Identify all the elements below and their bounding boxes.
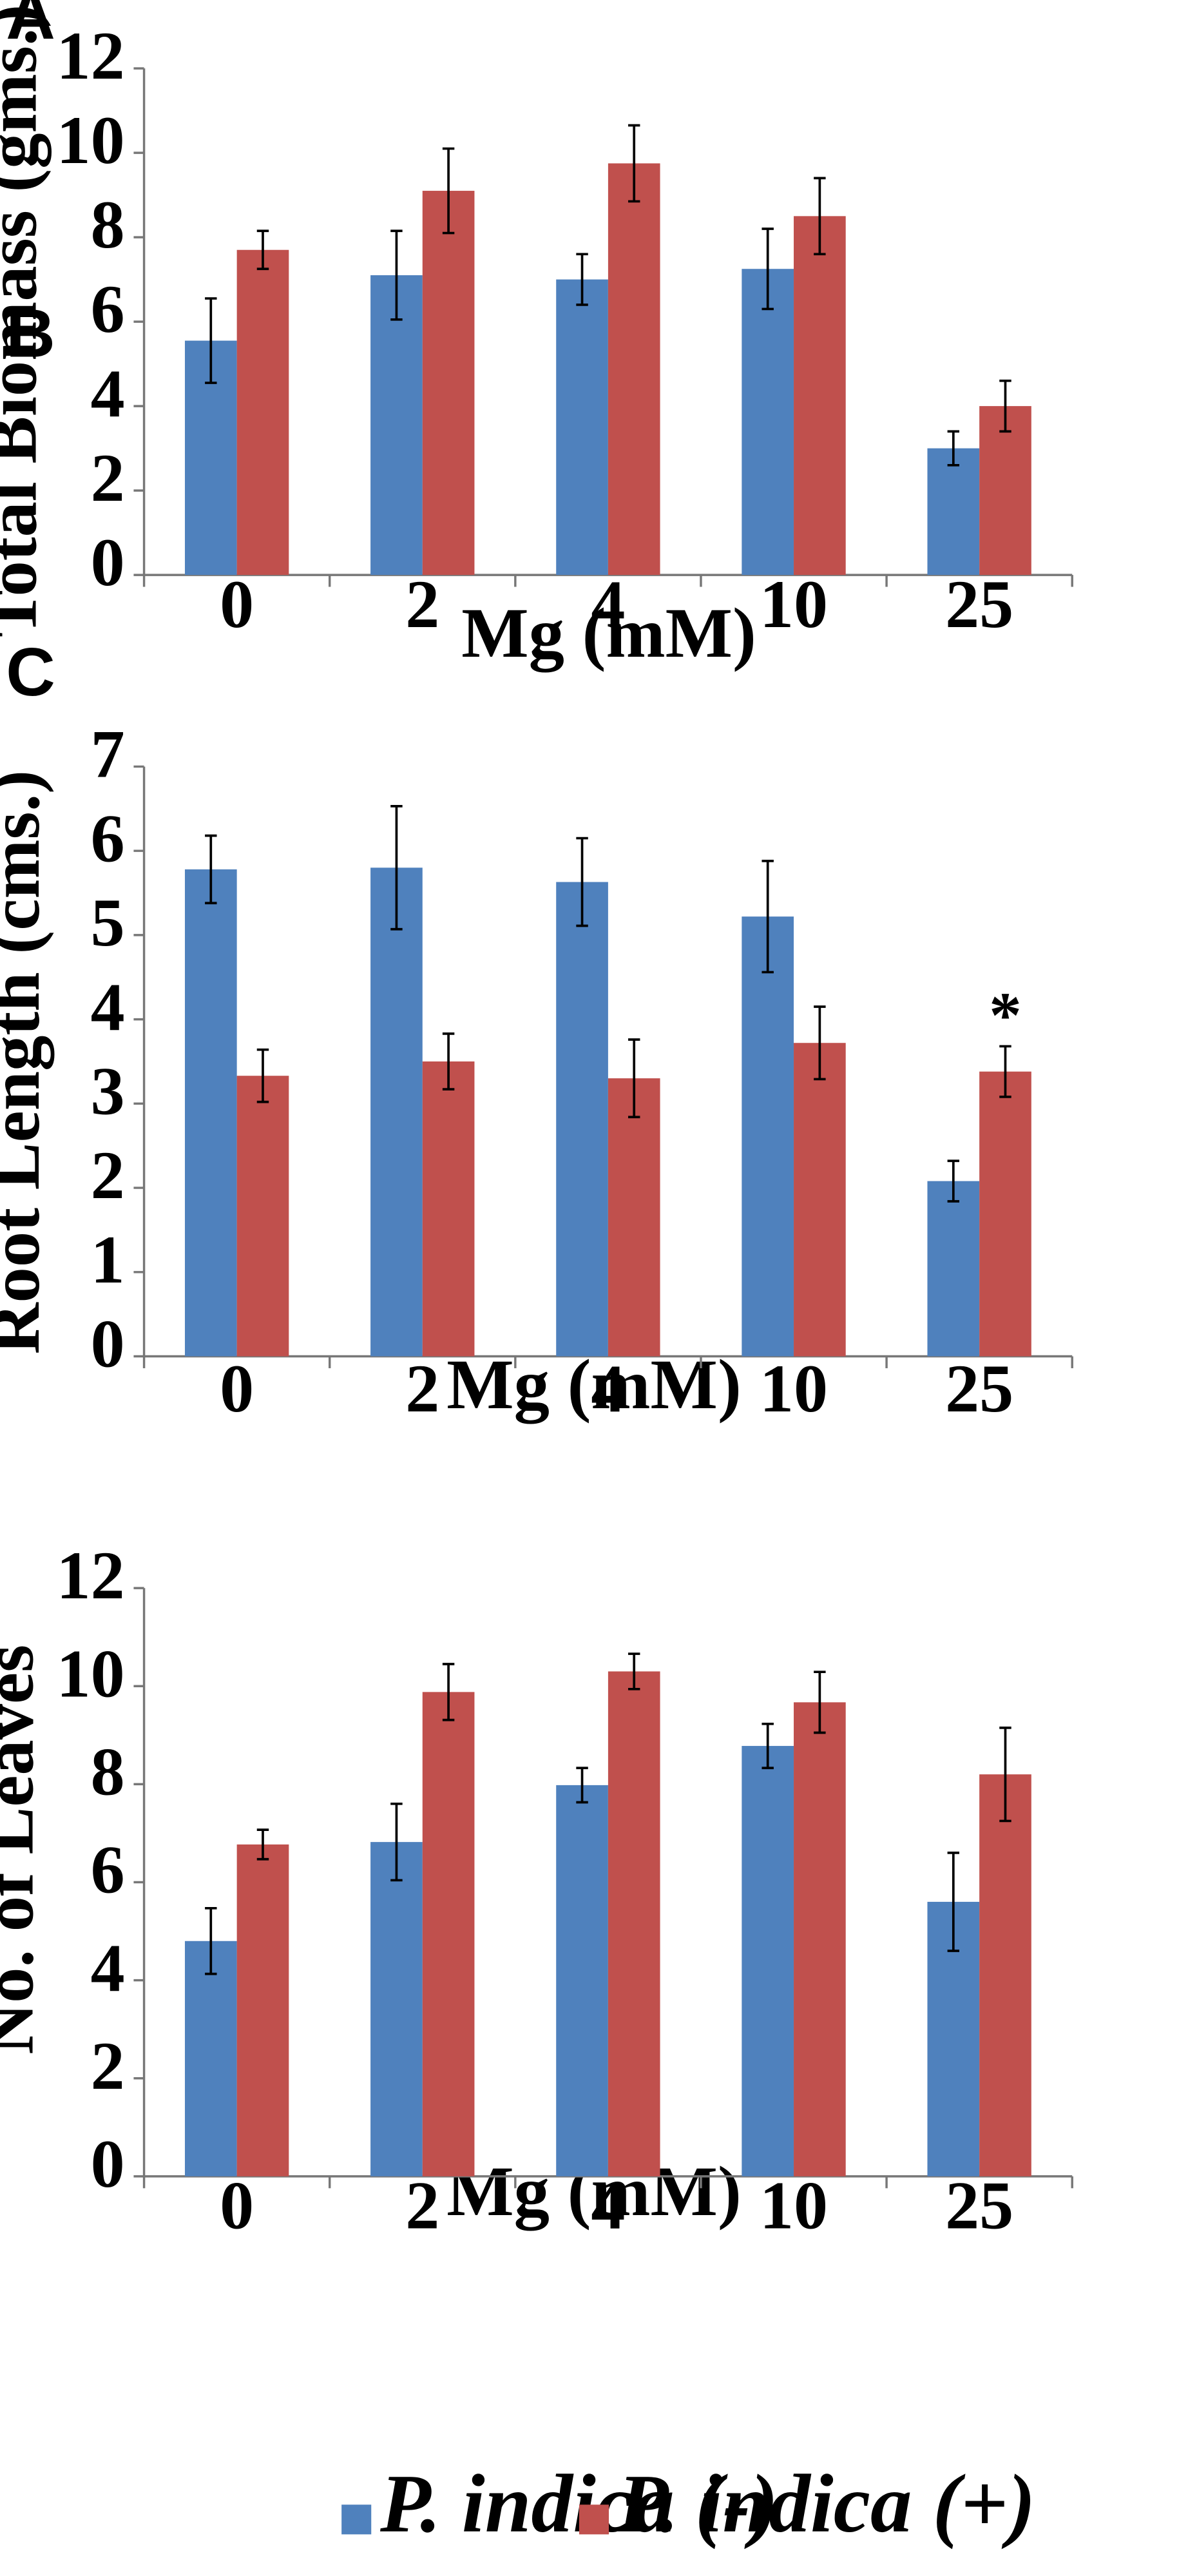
legend-label-p-indica-plus: P. indica (+) [617, 2457, 1035, 2550]
panel-b-bar-minus-2 [370, 867, 423, 1357]
panel-a-y-tick-label: 4 [91, 356, 125, 431]
panel-a-x-axis-title: Mg (mM) [461, 593, 756, 672]
legend-label-p-indica-minus: P. indica (-) [379, 2457, 778, 2550]
panel-a-y-tick-label: 6 [91, 271, 125, 347]
panel-a-y-axis-title: Total Biomass (gms.) [0, 5, 51, 637]
panel-b-y-tick-label: 4 [91, 969, 125, 1045]
panel-c-bar-minus-2 [370, 1842, 423, 2176]
legend-swatch-p-indica-minus [341, 2504, 372, 2535]
panel-c-letter: C [6, 634, 55, 710]
panel-c-y-tick-label: 10 [57, 1636, 125, 1711]
panel-a-x-tick-label: 25 [945, 567, 1013, 642]
panel-b-y-tick-label: 7 [91, 717, 125, 792]
panel-b-bar-plus-4 [608, 1078, 660, 1357]
panel-c-bar-plus-4 [608, 1671, 660, 2176]
legend: P. indica (-) P. indica (+) [341, 2457, 1035, 2550]
panel-b-y-tick-label: 5 [91, 885, 125, 960]
panel-a-y-tick-label: 0 [91, 525, 125, 600]
panel-a-bar-plus-25 [979, 406, 1031, 576]
panel-b-bar-minus-0 [184, 869, 237, 1357]
panel-a-bar-plus-2 [422, 191, 475, 576]
panel-b-x-tick-label: 2 [405, 1351, 439, 1426]
panel-c-bar-plus-25 [979, 1774, 1031, 2176]
panel-b-bar-minus-10 [742, 916, 794, 1357]
panel-a-bar-minus-4 [556, 279, 608, 576]
panel-b-x-tick-label: 10 [760, 1351, 828, 1426]
panel-b-bar-plus-0 [236, 1076, 289, 1357]
panel-b-significance-marker: * [989, 980, 1022, 1052]
panel-c-bar-plus-2 [422, 1692, 475, 2176]
panel-a-x-tick-label: 0 [220, 567, 254, 642]
panel-a-bar-plus-0 [236, 249, 289, 576]
panel-a-y-tick-label: 2 [91, 440, 125, 516]
panel-b-bar-minus-4 [556, 882, 608, 1357]
panel-b-letter: B [6, 295, 55, 371]
panel-a-x-tick-label: 2 [405, 567, 439, 642]
panel-a-x-tick-label: 10 [760, 567, 828, 642]
panel-c-y-tick-label: 6 [91, 1832, 125, 1908]
panel-a-y-tick-label: 8 [91, 187, 125, 262]
legend-swatch-p-indica-plus [579, 2504, 609, 2535]
panel-a-y-tick-label: 10 [57, 102, 125, 178]
panel-b-x-tick-label: 25 [945, 1351, 1013, 1426]
panel-c-x-tick-label: 4 [591, 2168, 625, 2243]
panel-b-x-tick-label: 0 [220, 1351, 254, 1426]
panel-b-y-tick-label: 0 [91, 1306, 125, 1382]
panel-a-bar-minus-2 [370, 275, 423, 576]
panel-c-bar-plus-0 [236, 1844, 289, 2176]
panel-c-y-tick-label: 12 [57, 1538, 125, 1613]
panel-c-bar-minus-0 [184, 1941, 237, 2176]
panel-b-bar-plus-2 [422, 1061, 475, 1357]
panel-a-x-tick-label: 4 [591, 567, 625, 642]
panel-c-bar-plus-10 [794, 1702, 846, 2176]
panel-a-bar-plus-4 [608, 163, 660, 576]
panel-b-y-tick-label: 2 [91, 1138, 125, 1213]
panel-b-y-tick-label: 3 [91, 1053, 125, 1128]
panel-c-x-tick-label: 25 [945, 2168, 1013, 2243]
panel-a-bar-minus-25 [927, 448, 980, 576]
panel-c-x-tick-label: 2 [405, 2168, 439, 2243]
panel-b-x-axis-title: Mg (mM) [446, 1344, 742, 1424]
panel-b-bar-minus-25 [927, 1181, 980, 1357]
panel-c-y-tick-label: 0 [91, 2126, 125, 2202]
panel-a: A Total Biomass (gms.) Mg (mM) 0 2 4 6 8 10 12… [0, 0, 1073, 672]
panel-a-bar-minus-10 [742, 269, 794, 576]
panel-b-y-tick-label: 6 [91, 800, 125, 876]
panel-c-bar-minus-10 [742, 1746, 794, 2176]
panel-b-bar-plus-10 [794, 1043, 846, 1357]
panel-b-y-axis-title: Root Length (cms.) [0, 770, 54, 1354]
panel-c-y-tick-label: 2 [91, 2028, 125, 2104]
panel-c-y-tick-label: 4 [91, 1930, 125, 2006]
panel-a-bar-plus-10 [794, 216, 846, 576]
panel-a-letter: A [6, 0, 55, 53]
panel-a-y-tick-label: 12 [57, 18, 125, 93]
panel-b-bar-plus-25 [979, 1071, 1031, 1357]
panel-b-y-tick-label: 1 [91, 1222, 125, 1297]
panel-c-y-tick-label: 8 [91, 1734, 125, 1810]
panel-b-x-tick-label: 4 [591, 1351, 625, 1426]
panel-c-x-tick-label: 10 [760, 2168, 828, 2243]
panel-b: B Root Length (cms.) Mg (mM) 0 1 2 3 4 5 6 7 0 2 4… [0, 295, 1073, 1426]
panel-c-bar-minus-4 [556, 1785, 608, 2176]
panel-c-x-tick-label: 0 [220, 2168, 254, 2243]
panel-c-y-axis-title: No. of Leaves [0, 1645, 48, 2055]
